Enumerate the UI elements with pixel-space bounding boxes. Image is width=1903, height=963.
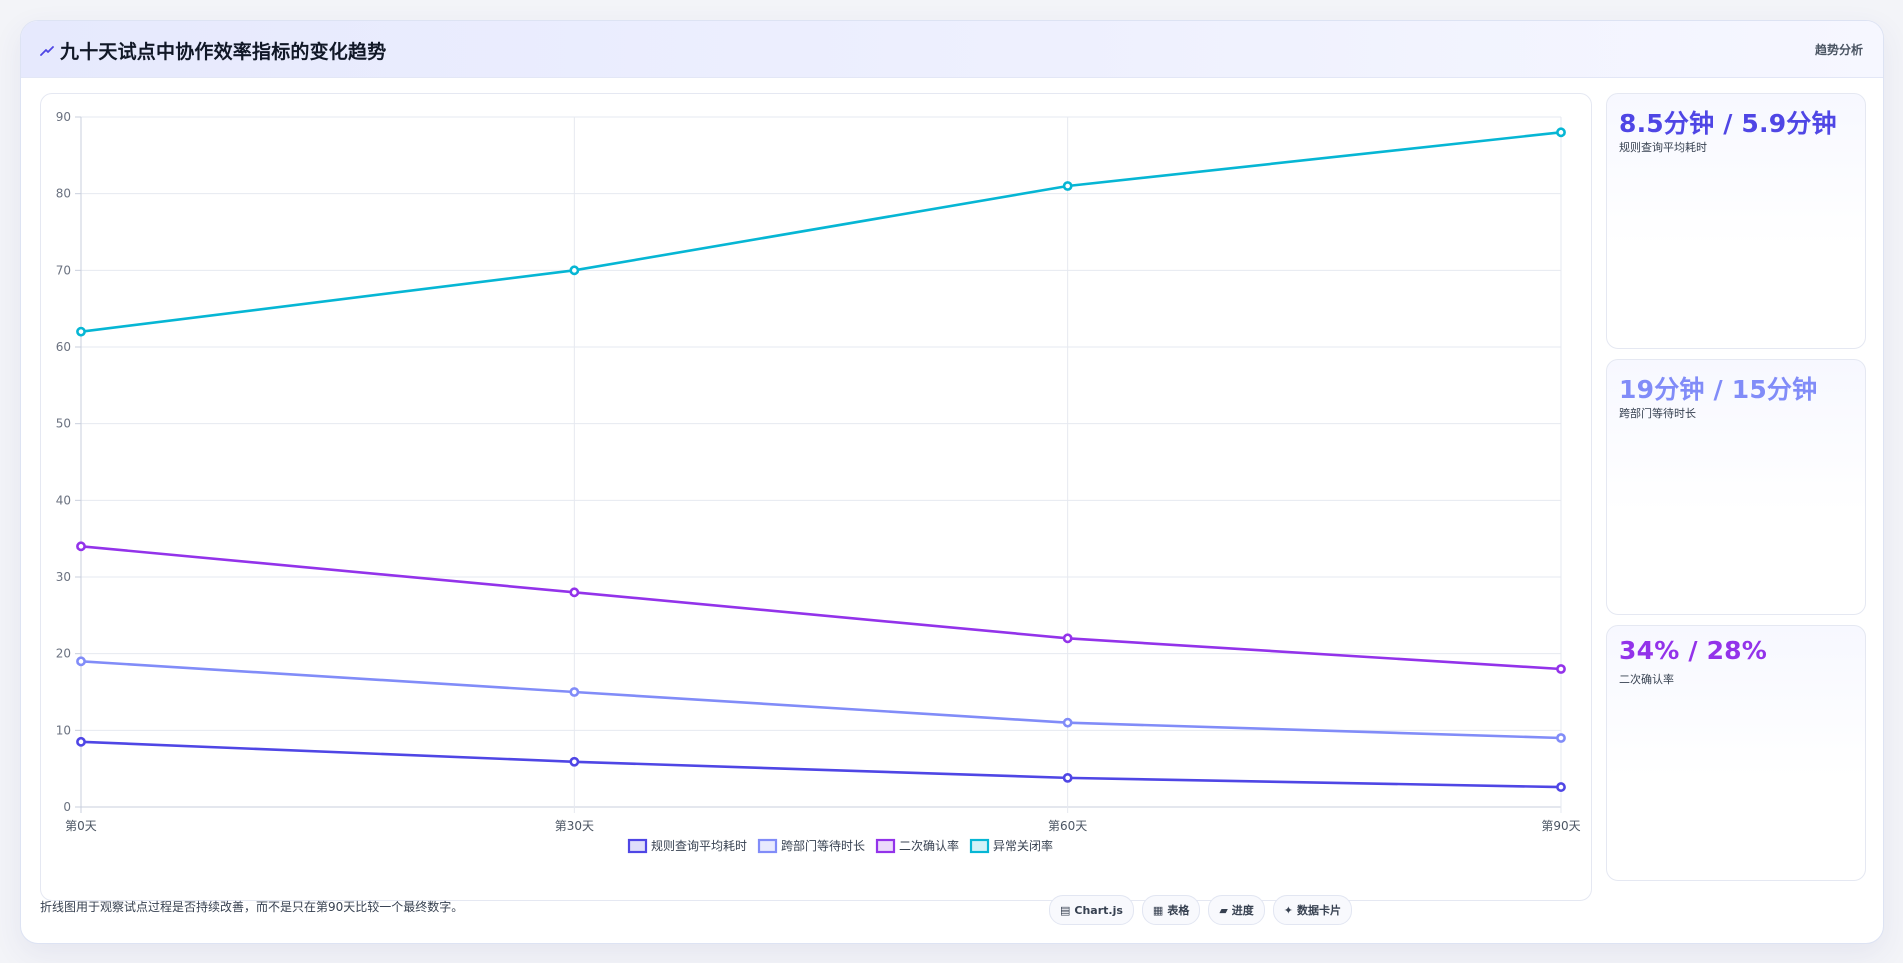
- line-chart: 0 10 20 30 40 50 60 70 80 90 第0天 第30天 第60天 第90天规则查询平均…: [56, 110, 1581, 854]
- data-point: [569, 687, 580, 697]
- series-line: [80, 660, 1562, 740]
- x-tick-label: 第30天: [555, 819, 594, 833]
- legend-label: 跨部门等待时长: [781, 838, 865, 853]
- progress-icon: ▰: [1219, 903, 1228, 917]
- series-line: [80, 545, 1562, 671]
- data-point: [569, 587, 580, 598]
- y-tick-label: 90: [56, 110, 71, 124]
- data-point: [76, 326, 86, 337]
- series-line: [80, 740, 1562, 789]
- y-tick-label: 80: [56, 187, 71, 201]
- button-label: 表格: [1167, 904, 1190, 917]
- table-button[interactable]: ▦ 表格: [1141, 895, 1201, 925]
- y-tick-label: 10: [56, 723, 71, 737]
- data-card-icon: ✦: [1283, 903, 1294, 917]
- page-title: 九十天试点中协作效率指标的变化趋势: [60, 41, 387, 63]
- table-icon: ▦: [1152, 903, 1164, 917]
- legend-label: 异常关闭率: [993, 838, 1053, 853]
- data-point: [1062, 633, 1073, 644]
- x-tick-label: 第0天: [65, 819, 97, 833]
- button-label: 数据卡片: [1297, 904, 1342, 917]
- data-point: [1062, 717, 1073, 728]
- progress-button[interactable]: ▰ 进度: [1208, 895, 1265, 925]
- card-header: 九十天试点中协作效率指标的变化趋势 趋势分析: [21, 21, 1883, 78]
- data-point: [569, 756, 580, 767]
- chartjs-button[interactable]: ▤ Chart.js: [1049, 895, 1134, 925]
- data-point: [76, 656, 86, 667]
- y-tick-label: 20: [56, 647, 71, 661]
- button-label: 进度: [1231, 904, 1254, 917]
- y-tick-label: 60: [56, 340, 71, 354]
- data-point: [1556, 127, 1566, 138]
- metric-card-query-time: 8.5分钟 / 5.9分钟 规则查询平均耗时: [1606, 93, 1866, 349]
- footer-buttons: ▤ Chart.js ▦ 表格 ▰ 进度 ✦ 数据卡片: [1049, 895, 1353, 925]
- data-point: [569, 265, 580, 276]
- metric-label: 二次确认率: [1619, 673, 1674, 686]
- button-label: Chart.js: [1074, 903, 1123, 917]
- y-tick-label: 70: [56, 263, 71, 277]
- chart-panel: 0 10 20 30 40 50 60 70 80 90 第0天 第30天 第60天 第90天规则查询平均…: [40, 93, 1592, 901]
- x-tick-label: 第60天: [1048, 819, 1087, 833]
- data-point: [1556, 664, 1566, 674]
- data-point: [1062, 772, 1073, 783]
- legend-swatch: [875, 838, 896, 854]
- x-tick-label: 第90天: [1541, 819, 1580, 833]
- y-tick-label: 30: [56, 570, 71, 584]
- trend-card: 九十天试点中协作效率指标的变化趋势 趋势分析 0 10 20 30 40 50 60 70 80…: [20, 20, 1884, 944]
- metric-label: 跨部门等待时长: [1619, 407, 1696, 420]
- data-point: [1556, 782, 1566, 792]
- trend-analysis-tag[interactable]: 趋势分析: [1814, 43, 1863, 57]
- trend-line-icon: [40, 45, 54, 56]
- metric-card-reconfirm-rate: 34% / 28% 二次确认率: [1606, 625, 1866, 881]
- title-wrap: 九十天试点中协作效率指标的变化趋势: [40, 37, 386, 64]
- legend-swatch: [627, 838, 648, 854]
- legend-label: 二次确认率: [899, 838, 959, 853]
- data-point: [1556, 733, 1566, 743]
- footer-note: 折线图用于观察试点过程是否持续改善，而不是只在第90天比较一个最终数字。: [40, 900, 464, 914]
- data-point: [76, 541, 86, 552]
- legend-swatch: [757, 838, 778, 854]
- metric-value: 34% / 28%: [1619, 636, 1768, 665]
- metric-label: 规则查询平均耗时: [1619, 141, 1707, 154]
- y-tick-label: 0: [63, 800, 71, 814]
- legend-label: 规则查询平均耗时: [651, 838, 747, 853]
- chart-icon: ▤: [1060, 903, 1071, 917]
- y-tick-label: 40: [56, 493, 71, 507]
- legend-swatch: [969, 838, 990, 854]
- data-point: [76, 736, 86, 747]
- y-tick-label: 50: [56, 417, 71, 431]
- metric-card-wait-time: 19分钟 / 15分钟 跨部门等待时长: [1606, 359, 1866, 615]
- metric-value: 8.5分钟 / 5.9分钟: [1619, 109, 1837, 138]
- metric-value: 19分钟 / 15分钟: [1619, 375, 1818, 404]
- series-line: [80, 131, 1562, 333]
- data-point: [1062, 181, 1073, 191]
- data-card-button[interactable]: ✦ 数据卡片: [1272, 895, 1353, 925]
